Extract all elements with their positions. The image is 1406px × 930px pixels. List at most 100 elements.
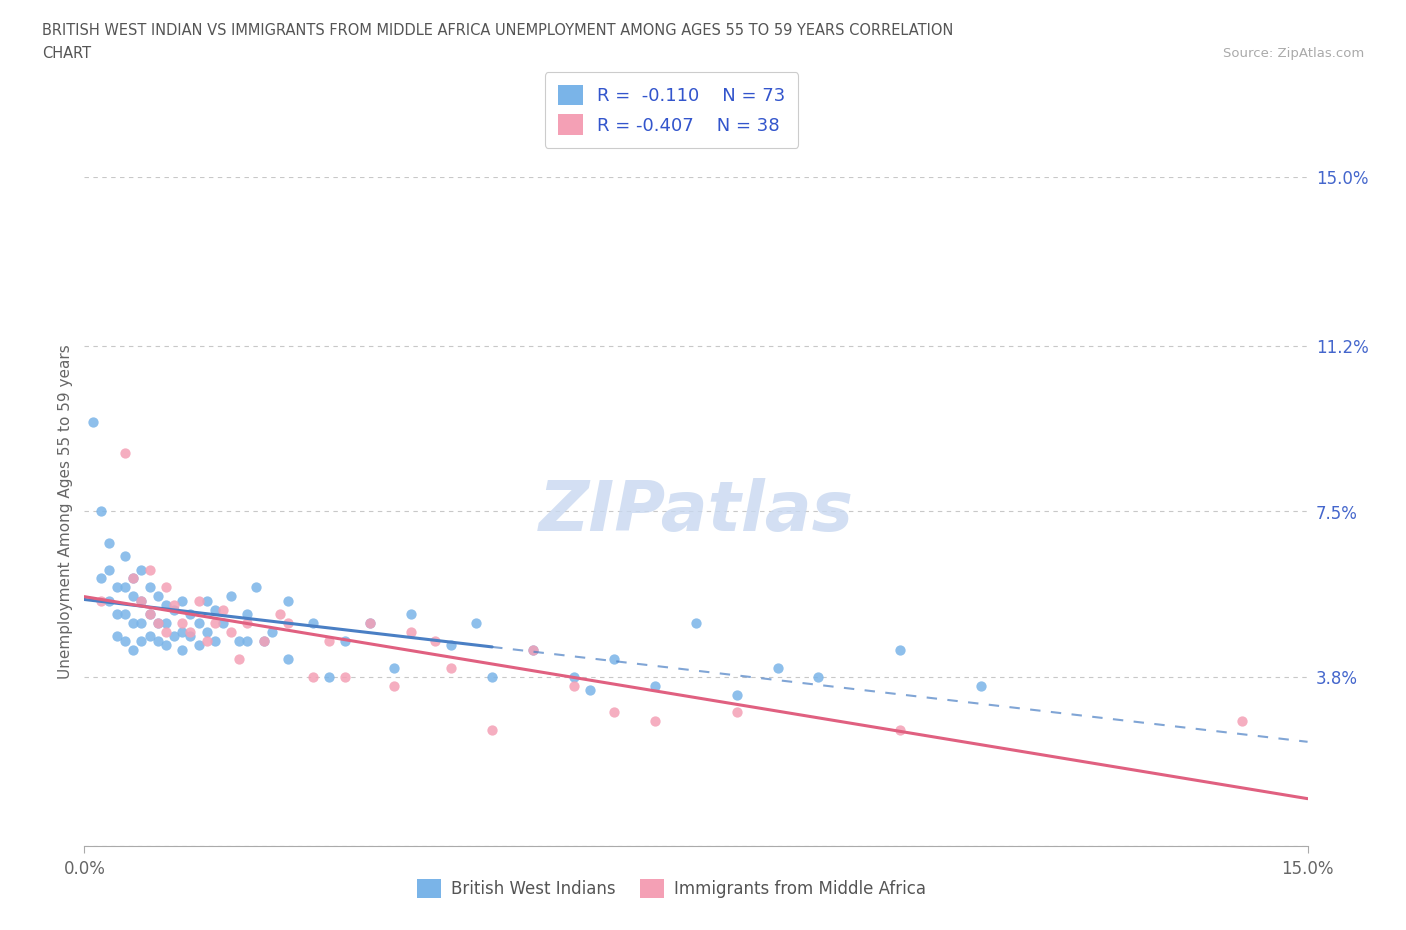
Point <box>131 616 153 631</box>
Point <box>172 593 194 608</box>
Point <box>146 616 169 631</box>
Point <box>138 580 160 595</box>
Text: CHART: CHART <box>42 46 91 61</box>
Point <box>138 606 160 621</box>
Point <box>889 643 911 658</box>
Point <box>155 598 177 613</box>
Point <box>301 616 323 631</box>
Point <box>399 625 422 640</box>
Point <box>114 606 136 621</box>
Point <box>155 625 177 640</box>
Point <box>187 616 209 631</box>
Point <box>114 633 136 648</box>
Point <box>807 670 830 684</box>
Point <box>195 633 218 648</box>
Point <box>82 415 104 430</box>
Point <box>172 625 194 640</box>
Point <box>219 589 242 604</box>
Point <box>122 571 145 586</box>
Point <box>399 606 422 621</box>
Point <box>105 580 128 595</box>
Legend: British West Indians, Immigrants from Middle Africa: British West Indians, Immigrants from Mi… <box>411 872 932 905</box>
Point <box>562 678 585 693</box>
Point <box>131 593 153 608</box>
Point <box>163 603 186 618</box>
Point <box>382 660 405 675</box>
Point <box>138 606 160 621</box>
Point <box>725 705 748 720</box>
Point <box>1232 714 1254 729</box>
Point <box>228 651 250 666</box>
Point <box>195 625 218 640</box>
Point <box>204 633 226 648</box>
Text: ZIPatlas: ZIPatlas <box>538 478 853 545</box>
Point <box>685 616 707 631</box>
Point <box>105 606 128 621</box>
Point <box>603 705 626 720</box>
Point <box>163 629 186 644</box>
Y-axis label: Unemployment Among Ages 55 to 59 years: Unemployment Among Ages 55 to 59 years <box>58 344 73 679</box>
Point <box>236 633 259 648</box>
Point <box>97 562 120 577</box>
Point <box>481 670 503 684</box>
Point <box>146 633 169 648</box>
Point <box>889 723 911 737</box>
Point <box>236 606 259 621</box>
Point <box>562 670 585 684</box>
Point <box>440 660 463 675</box>
Point <box>138 562 160 577</box>
Point <box>603 651 626 666</box>
Point <box>277 651 299 666</box>
Point <box>187 638 209 653</box>
Point <box>122 589 145 604</box>
Point <box>163 598 186 613</box>
Point <box>105 629 128 644</box>
Point <box>335 633 357 648</box>
Point <box>114 446 136 461</box>
Point <box>228 633 250 648</box>
Point <box>260 625 283 640</box>
Point <box>114 580 136 595</box>
Point <box>97 536 120 551</box>
Point <box>359 616 381 631</box>
Text: BRITISH WEST INDIAN VS IMMIGRANTS FROM MIDDLE AFRICA UNEMPLOYMENT AMONG AGES 55 : BRITISH WEST INDIAN VS IMMIGRANTS FROM M… <box>42 23 953 38</box>
Point <box>146 616 169 631</box>
Point <box>269 606 291 621</box>
Point <box>579 683 602 698</box>
Point <box>122 571 145 586</box>
Point <box>172 643 194 658</box>
Point <box>146 589 169 604</box>
Point <box>359 616 381 631</box>
Point <box>90 504 112 519</box>
Point <box>131 633 153 648</box>
Point <box>114 549 136 564</box>
Point <box>131 593 153 608</box>
Point <box>301 670 323 684</box>
Point <box>464 616 486 631</box>
Point <box>204 603 226 618</box>
Point <box>318 633 340 648</box>
Point <box>122 616 145 631</box>
Point <box>90 571 112 586</box>
Point <box>195 593 218 608</box>
Point <box>122 643 145 658</box>
Point <box>335 670 357 684</box>
Point <box>318 670 340 684</box>
Point <box>179 629 201 644</box>
Point <box>155 616 177 631</box>
Point <box>725 687 748 702</box>
Point <box>481 723 503 737</box>
Point <box>236 616 259 631</box>
Point <box>644 678 666 693</box>
Point <box>179 625 201 640</box>
Point <box>522 643 544 658</box>
Point <box>179 606 201 621</box>
Point <box>204 616 226 631</box>
Point <box>277 616 299 631</box>
Point <box>253 633 276 648</box>
Point <box>155 580 177 595</box>
Point <box>187 593 209 608</box>
Point <box>212 603 235 618</box>
Point <box>382 678 405 693</box>
Point <box>522 643 544 658</box>
